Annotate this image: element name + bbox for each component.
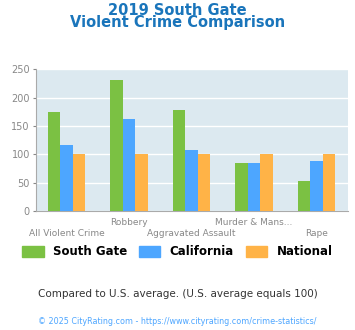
Text: Aggravated Assault: Aggravated Assault [147,229,236,238]
Text: 2019 South Gate: 2019 South Gate [108,3,247,18]
Bar [110,80,123,211]
Bar [298,181,310,211]
Bar [123,119,136,211]
Bar [173,110,185,211]
Bar [136,154,148,211]
Text: Violent Crime Comparison: Violent Crime Comparison [70,15,285,30]
Bar [323,154,335,211]
Bar [248,163,261,211]
Bar [198,154,211,211]
Text: Rape: Rape [305,229,328,238]
Bar [73,154,86,211]
Bar [185,150,198,211]
Text: Robbery: Robbery [110,218,148,227]
Bar [310,161,323,211]
Text: Compared to U.S. average. (U.S. average equals 100): Compared to U.S. average. (U.S. average … [38,289,317,299]
Legend: South Gate, California, National: South Gate, California, National [18,241,337,263]
Text: © 2025 CityRating.com - https://www.cityrating.com/crime-statistics/: © 2025 CityRating.com - https://www.city… [38,317,317,326]
Bar [60,145,73,211]
Bar [261,154,273,211]
Text: Murder & Mans...: Murder & Mans... [215,218,293,227]
Text: All Violent Crime: All Violent Crime [29,229,105,238]
Bar [48,112,60,211]
Bar [235,163,248,211]
